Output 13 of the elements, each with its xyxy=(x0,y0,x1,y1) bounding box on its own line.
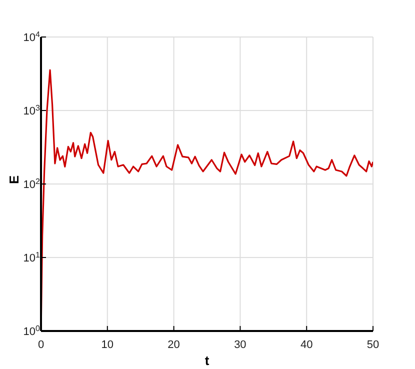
y-tick-label: 10$^{3}$ xyxy=(23,103,41,118)
y-tick-label: 10$^{4}$ xyxy=(23,30,41,44)
x-tick-label: 0 xyxy=(38,338,44,351)
y-tick-label: 10$^{1}$ xyxy=(23,250,41,264)
x-axis-title: t xyxy=(204,353,210,368)
x-tick-label: 40 xyxy=(300,338,313,351)
x-tick-label: 10 xyxy=(101,338,114,351)
y-tick-label: 10$^{0}$ xyxy=(23,324,41,338)
y-tick-label: 10$^{2}$ xyxy=(23,176,41,191)
x-tick-label: 20 xyxy=(168,338,180,351)
x-tick-label: 30 xyxy=(234,338,246,351)
x-tick-label: 50 xyxy=(366,338,380,351)
y-axis-title: E xyxy=(6,175,22,184)
